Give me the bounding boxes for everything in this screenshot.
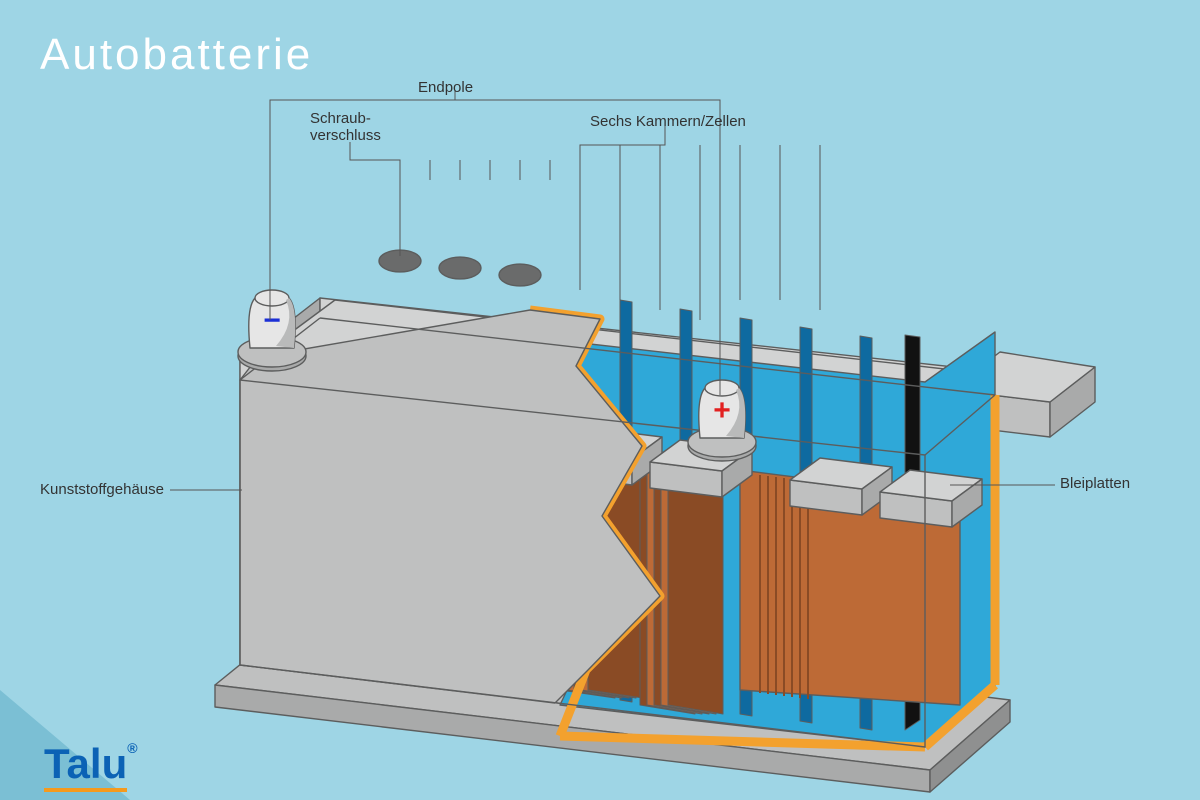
brand-logo: Talu® — [44, 740, 138, 788]
svg-text:+: + — [713, 394, 731, 427]
logo-text: Talu — [44, 740, 127, 792]
diagram-root: − + Autobatterie Endpole Schraub- verschl… — [0, 0, 1200, 800]
svg-text:−: − — [263, 304, 281, 337]
label-gehaeuse: Kunststoffgehäuse — [40, 481, 164, 498]
label-kammern: Sechs Kammern/Zellen — [590, 113, 746, 130]
label-schraubverschluss: Schraub- verschluss — [310, 110, 381, 145]
logo-reg: ® — [127, 740, 137, 756]
label-endpole: Endpole — [418, 79, 473, 96]
page-title: Autobatterie — [40, 30, 313, 80]
label-bleiplatten: Bleiplatten — [1060, 475, 1130, 492]
